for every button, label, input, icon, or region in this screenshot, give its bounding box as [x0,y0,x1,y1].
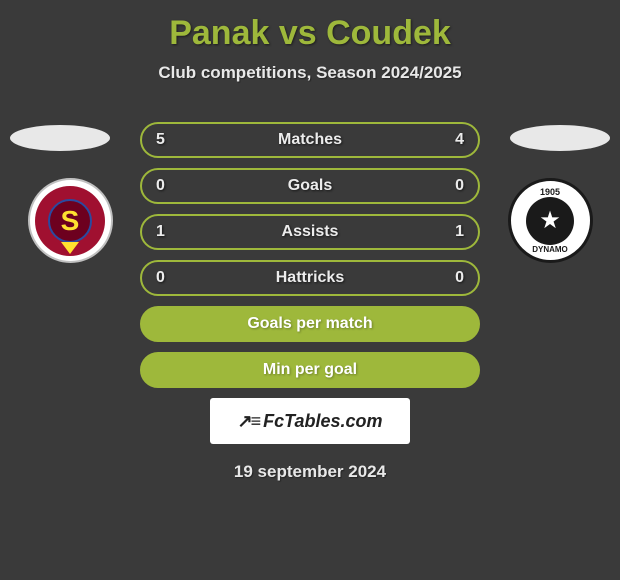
stat-label: Min per goal [263,361,357,379]
dynamo-badge: 1905 ★ DYNAMO [508,178,593,263]
stat-label: Goals [288,177,332,195]
stat-row-mpg: Min per goal [140,352,480,388]
stat-left-value: 1 [156,223,165,241]
stat-right-value: 1 [455,223,464,241]
club-logo-right: 1905 ★ DYNAMO [500,178,600,263]
brand-badge[interactable]: ↗≡ FcTables.com [210,398,410,444]
stat-right-value: 0 [455,177,464,195]
stat-row-assists: 1 Assists 1 [140,214,480,250]
stat-label: Hattricks [276,269,344,287]
stat-label: Matches [278,131,342,149]
stat-right-value: 0 [455,269,464,287]
brand-arrow-icon: ↗≡ [238,411,260,432]
dynamo-name: DYNAMO [532,245,568,254]
stat-left-value: 5 [156,131,165,149]
stat-left-value: 0 [156,269,165,287]
stat-label: Goals per match [247,315,372,333]
stat-row-hattricks: 0 Hattricks 0 [140,260,480,296]
sparta-letter: S [48,199,92,243]
star-icon: ★ [526,197,574,245]
player-oval-right [510,125,610,151]
page-title: Panak vs Coudek [0,0,620,53]
stat-row-matches: 5 Matches 4 [140,122,480,158]
date-label: 19 september 2024 [140,462,480,482]
dynamo-year: 1905 [540,187,560,197]
stat-label: Assists [282,223,339,241]
sparta-triangle-icon [61,242,79,254]
stat-row-gpm: Goals per match [140,306,480,342]
stats-column: 5 Matches 4 0 Goals 0 1 Assists 1 0 Hatt… [140,122,480,482]
stat-left-value: 0 [156,177,165,195]
season-subtitle: Club competitions, Season 2024/2025 [0,63,620,83]
sparta-badge: S [28,178,113,263]
stat-right-value: 4 [455,131,464,149]
stat-row-goals: 0 Goals 0 [140,168,480,204]
brand-name: FcTables.com [263,411,382,432]
player-oval-left [10,125,110,151]
club-logo-left: S [20,178,120,263]
